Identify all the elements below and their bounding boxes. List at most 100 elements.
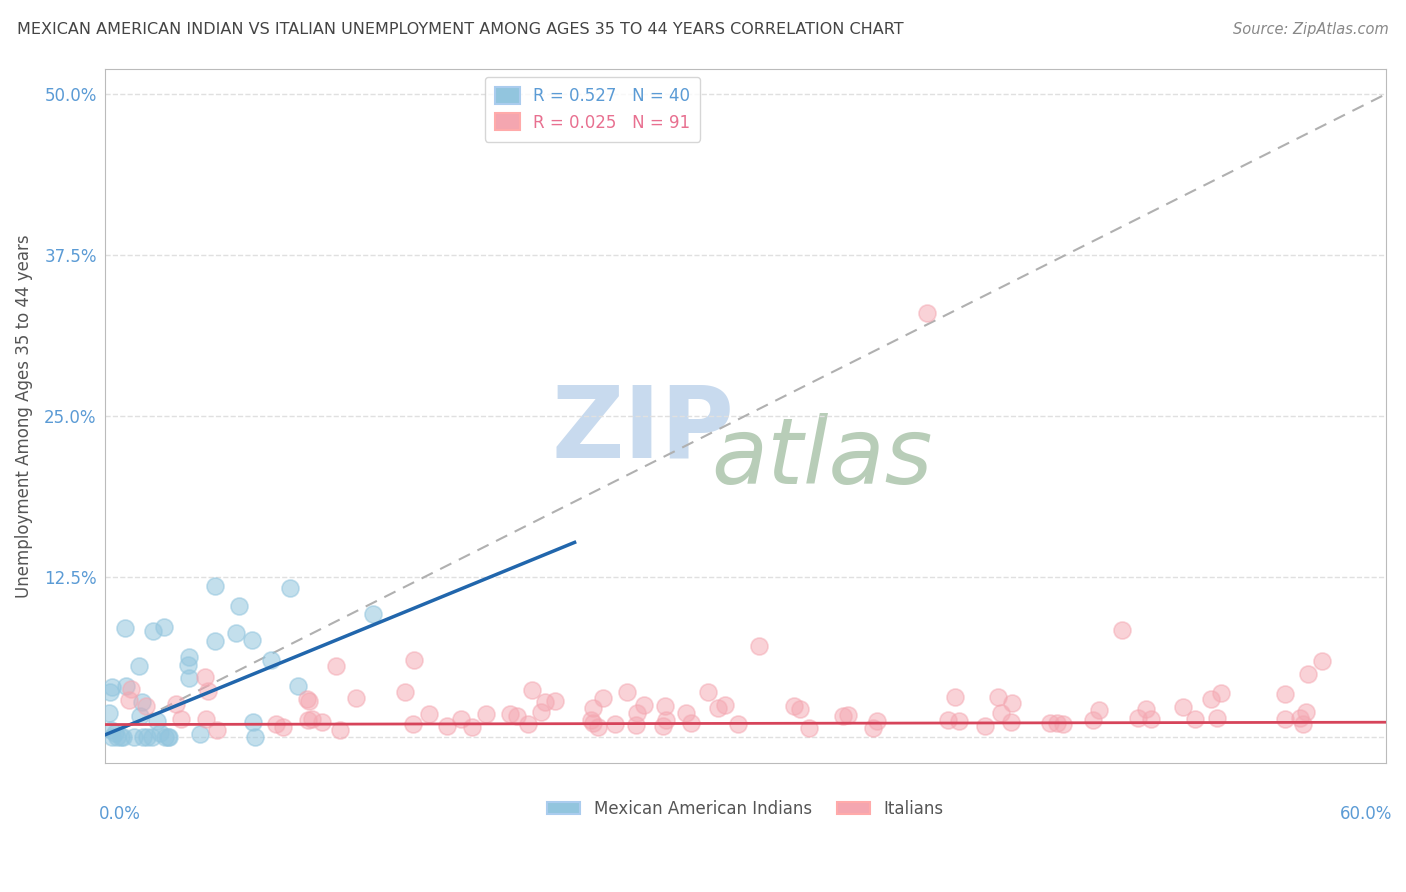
- Point: [298, 694, 321, 708]
- Point: [135, 699, 157, 714]
- Point: [450, 712, 472, 726]
- Point: [783, 698, 806, 713]
- Point: [866, 714, 889, 729]
- Point: [654, 699, 676, 714]
- Point: [155, 731, 177, 745]
- Point: [832, 709, 855, 723]
- Point: [110, 731, 132, 745]
- Point: [544, 694, 567, 708]
- Point: [157, 731, 180, 745]
- Point: [402, 717, 425, 731]
- Point: [170, 712, 193, 726]
- Point: [506, 709, 529, 723]
- Point: [652, 719, 675, 733]
- Point: [748, 639, 770, 653]
- Point: [633, 698, 655, 713]
- Point: [114, 621, 136, 635]
- Point: [149, 726, 172, 740]
- Point: [194, 670, 217, 684]
- Point: [1295, 705, 1317, 719]
- Point: [404, 653, 426, 667]
- Point: [121, 682, 143, 697]
- Point: [194, 712, 217, 726]
- Point: [1310, 654, 1333, 668]
- Point: [616, 685, 638, 699]
- Point: [325, 659, 347, 673]
- Point: [197, 684, 219, 698]
- Point: [394, 685, 416, 699]
- Point: [697, 685, 720, 699]
- Point: [100, 685, 122, 699]
- Point: [225, 625, 247, 640]
- Point: [295, 691, 318, 706]
- Point: [179, 671, 201, 685]
- Text: Source: ZipAtlas.com: Source: ZipAtlas.com: [1233, 22, 1389, 37]
- Point: [1274, 687, 1296, 701]
- Point: [1274, 712, 1296, 726]
- Point: [862, 721, 884, 735]
- Legend: Mexican American Indians, Italians: Mexican American Indians, Italians: [540, 793, 950, 824]
- Point: [271, 720, 294, 734]
- Point: [714, 698, 737, 712]
- Point: [987, 690, 1010, 704]
- Point: [1052, 716, 1074, 731]
- Point: [179, 649, 201, 664]
- Point: [1000, 715, 1022, 730]
- Point: [837, 707, 859, 722]
- Point: [1296, 667, 1319, 681]
- Point: [943, 690, 966, 704]
- Point: [101, 680, 124, 694]
- Point: [1292, 717, 1315, 731]
- Point: [436, 719, 458, 733]
- Point: [581, 713, 603, 727]
- Point: [287, 679, 309, 693]
- Text: MEXICAN AMERICAN INDIAN VS ITALIAN UNEMPLOYMENT AMONG AGES 35 TO 44 YEARS CORREL: MEXICAN AMERICAN INDIAN VS ITALIAN UNEMP…: [17, 22, 904, 37]
- Point: [1081, 713, 1104, 727]
- Point: [1046, 715, 1069, 730]
- Point: [727, 717, 749, 731]
- Point: [1111, 623, 1133, 637]
- Point: [240, 632, 263, 647]
- Point: [311, 715, 333, 730]
- Point: [259, 653, 281, 667]
- Point: [586, 720, 609, 734]
- Point: [974, 719, 997, 733]
- Point: [141, 731, 163, 745]
- Point: [706, 700, 728, 714]
- Point: [1206, 711, 1229, 725]
- Point: [188, 726, 211, 740]
- Point: [603, 717, 626, 731]
- Point: [301, 713, 323, 727]
- Point: [136, 731, 159, 745]
- Point: [131, 695, 153, 709]
- Point: [105, 731, 128, 745]
- Point: [165, 697, 187, 711]
- Point: [101, 731, 124, 745]
- Point: [474, 706, 496, 721]
- Point: [156, 731, 179, 745]
- Point: [582, 701, 605, 715]
- Text: 0.0%: 0.0%: [98, 805, 141, 822]
- Point: [128, 659, 150, 673]
- Point: [1139, 713, 1161, 727]
- Point: [499, 706, 522, 721]
- Point: [100, 723, 122, 737]
- Point: [297, 713, 319, 727]
- Point: [1126, 711, 1149, 725]
- Point: [1199, 692, 1222, 706]
- Point: [1039, 716, 1062, 731]
- Point: [1184, 712, 1206, 726]
- Point: [936, 714, 959, 728]
- Point: [329, 723, 352, 737]
- Point: [278, 581, 301, 595]
- Point: [797, 721, 820, 735]
- Point: [118, 692, 141, 706]
- Point: [264, 717, 287, 731]
- Point: [131, 731, 153, 745]
- Point: [461, 720, 484, 734]
- Text: 60.0%: 60.0%: [1340, 805, 1392, 822]
- Point: [626, 706, 648, 720]
- Point: [205, 723, 228, 737]
- Point: [675, 706, 697, 720]
- Point: [624, 718, 647, 732]
